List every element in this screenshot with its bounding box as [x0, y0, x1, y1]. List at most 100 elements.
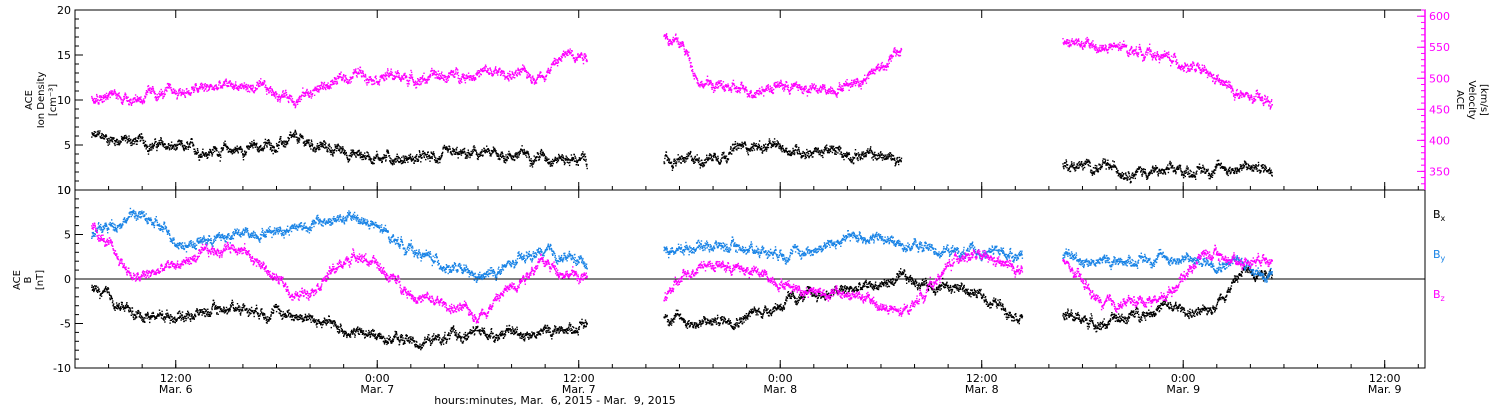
data-point — [456, 149, 457, 150]
data-point — [98, 130, 99, 131]
data-point — [711, 155, 712, 156]
data-point — [778, 141, 779, 142]
data-point — [747, 148, 748, 149]
data-point — [503, 156, 504, 157]
data-point — [151, 146, 152, 147]
data-point — [840, 148, 841, 149]
data-point — [764, 145, 765, 146]
data-point — [858, 156, 859, 157]
data-point — [778, 143, 779, 144]
data-point — [336, 146, 337, 147]
data-point — [751, 144, 752, 145]
data-point — [432, 158, 433, 159]
data-point — [1077, 165, 1078, 166]
data-point — [1100, 169, 1101, 170]
data-point — [1090, 166, 1091, 167]
data-point — [432, 153, 433, 154]
data-point — [262, 150, 263, 151]
data-point — [323, 145, 324, 146]
data-point — [104, 138, 105, 139]
data-point — [395, 161, 396, 162]
data-point — [532, 162, 533, 163]
data-point — [266, 145, 267, 146]
data-point — [776, 146, 777, 147]
data-point — [295, 131, 296, 132]
data-point — [750, 150, 751, 151]
data-point — [269, 142, 270, 143]
data-point — [1111, 169, 1112, 170]
right-tick-label-2: 450 — [1429, 103, 1450, 116]
data-point — [1101, 167, 1102, 168]
data-point — [212, 154, 213, 155]
data-point — [131, 145, 132, 146]
data-point — [781, 151, 782, 152]
data-point — [686, 156, 687, 157]
data-point — [374, 163, 375, 164]
data-point — [1166, 169, 1167, 170]
data-point — [482, 155, 483, 156]
data-point — [236, 150, 237, 151]
data-point — [1094, 171, 1095, 172]
data-point — [1095, 165, 1096, 166]
data-point — [1069, 167, 1070, 168]
data-point — [172, 148, 173, 149]
data-point — [150, 149, 151, 150]
data-point — [156, 144, 157, 145]
data-point — [550, 165, 551, 166]
data-point — [212, 149, 213, 150]
data-point — [393, 161, 394, 162]
data-point — [806, 157, 807, 158]
data-point — [165, 144, 166, 145]
data-point — [701, 160, 702, 161]
data-point — [730, 147, 731, 148]
data-point — [669, 159, 670, 160]
data-point — [369, 156, 370, 157]
data-point — [412, 156, 413, 157]
data-point — [861, 152, 862, 153]
data-point — [1133, 177, 1134, 178]
data-point — [583, 156, 584, 157]
data-point — [514, 159, 515, 160]
data-point — [1141, 170, 1142, 171]
data-point — [431, 156, 432, 157]
data-point — [1095, 167, 1096, 168]
data-point — [500, 156, 501, 157]
data-point — [1082, 169, 1083, 170]
data-point — [526, 157, 527, 158]
data-point — [410, 154, 411, 155]
data-point — [365, 158, 366, 159]
data-point — [126, 137, 127, 138]
data-point — [243, 159, 244, 160]
data-point — [319, 145, 320, 146]
data-point — [569, 165, 570, 166]
data-point — [1076, 166, 1077, 167]
data-point — [498, 154, 499, 155]
data-point — [540, 152, 541, 153]
data-point — [759, 140, 760, 141]
data-point — [808, 153, 809, 154]
data-point — [1154, 171, 1155, 172]
data-point — [528, 153, 529, 154]
data-point — [385, 157, 386, 158]
data-point — [259, 147, 260, 148]
data-point — [429, 161, 430, 162]
data-point — [821, 155, 822, 156]
data-point — [187, 143, 188, 144]
data-point — [700, 165, 701, 166]
data-point — [418, 157, 419, 158]
data-point — [753, 148, 754, 149]
data-point — [93, 133, 94, 134]
data-point — [512, 159, 513, 160]
data-point — [1071, 163, 1072, 164]
data-point — [882, 153, 883, 154]
data-point — [579, 157, 580, 158]
data-point — [163, 146, 164, 147]
data-point — [672, 170, 673, 171]
data-point — [1096, 165, 1097, 166]
data-point — [857, 158, 858, 159]
data-point — [182, 145, 183, 146]
data-point — [389, 155, 390, 156]
data-point — [802, 153, 803, 154]
data-point — [326, 146, 327, 147]
data-point — [528, 151, 529, 152]
